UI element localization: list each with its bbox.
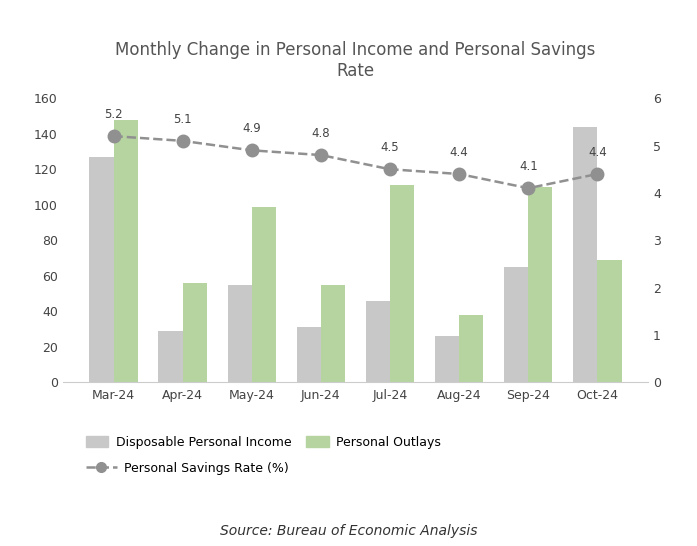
Bar xyxy=(114,120,138,382)
Bar xyxy=(89,157,114,382)
Bar xyxy=(366,300,390,382)
Bar xyxy=(158,331,183,382)
Bar xyxy=(504,267,528,382)
Bar xyxy=(183,283,207,382)
Bar xyxy=(297,327,321,382)
Bar xyxy=(228,284,252,382)
Text: Source: Bureau of Economic Analysis: Source: Bureau of Economic Analysis xyxy=(220,524,477,538)
Text: 4.4: 4.4 xyxy=(450,146,468,159)
Bar xyxy=(321,284,345,382)
Text: 4.8: 4.8 xyxy=(312,127,330,140)
Text: 5.1: 5.1 xyxy=(174,112,192,126)
Bar xyxy=(597,260,622,382)
Legend: Personal Savings Rate (%): Personal Savings Rate (%) xyxy=(81,456,294,479)
Text: 4.9: 4.9 xyxy=(243,122,261,135)
Text: 5.2: 5.2 xyxy=(105,108,123,121)
Bar xyxy=(390,185,414,382)
Bar xyxy=(573,127,597,382)
Title: Monthly Change in Personal Income and Personal Savings
Rate: Monthly Change in Personal Income and Pe… xyxy=(115,41,596,80)
Bar xyxy=(435,336,459,382)
Bar xyxy=(252,206,276,382)
Text: 4.1: 4.1 xyxy=(519,160,537,173)
Text: 4.4: 4.4 xyxy=(588,146,607,159)
Bar xyxy=(528,187,553,382)
Text: 4.5: 4.5 xyxy=(381,141,399,154)
Bar xyxy=(459,314,483,382)
